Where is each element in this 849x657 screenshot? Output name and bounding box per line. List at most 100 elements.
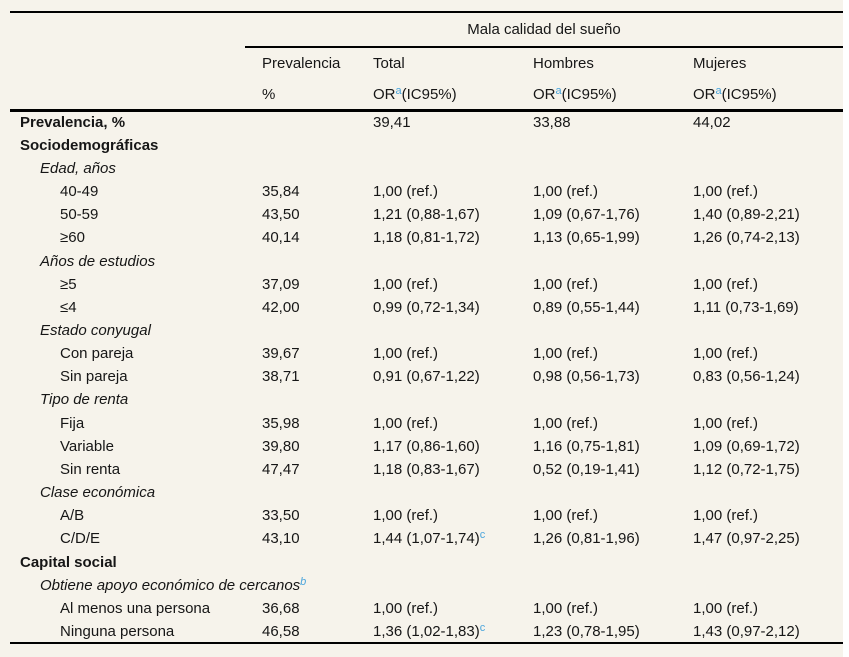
table-row: Prevalencia, % 39,41 33,88 44,02 [10,111,843,134]
cell-text: 1,00 (ref.) [693,599,759,617]
corner-cell-2 [10,79,245,112]
row-label-text: Fija [60,414,85,432]
cell-text: 1,00 (ref.) [533,599,599,617]
table-row: Fija 35,98 1,00 (ref.) 1,00 (ref.) 1,00 (ref… [10,412,843,435]
table-cell: 1,18 (0,83-1,67) [365,458,525,481]
row-label: Capital social [10,550,245,573]
table-row: ≥5 37,09 1,00 (ref.) 1,00 (ref.) 1,00 (ref.) [10,273,843,296]
cell-text: 44,02 [693,114,731,132]
footnote-marker-a: a [555,84,562,97]
cell-text: 0,91 (0,67-1,22) [373,368,480,386]
row-label-text: Capital social [20,553,117,571]
cell-text: 42,00 [262,298,300,316]
table-cell: 1,00 (ref.) [685,597,843,620]
table-cell: 1,00 (ref.) [685,273,843,296]
row-label-text: Ninguna persona [60,622,175,640]
table-cell [365,249,525,272]
table-cell: 1,36 (1,02-1,83)c [365,620,525,643]
row-label: 40-49 [10,180,245,203]
table-cell [365,134,525,157]
footnote-marker-a: a [395,84,402,97]
table-cell: 1,00 (ref.) [365,412,525,435]
row-label: Fija [10,412,245,435]
table-body: Prevalencia, % 39,41 33,88 44,02 Sociodemogr… [10,111,843,644]
table-cell [245,481,365,504]
table-cell: 40,14 [245,226,365,249]
table-cell: 33,88 [525,111,685,134]
cell-text: 1,00 (ref.) [373,599,439,617]
row-label-text: ≥5 [60,275,77,293]
subheader-text: % [262,85,276,103]
cell-text: 39,67 [262,345,300,363]
table-row: A/B 33,50 1,00 (ref.) 1,00 (ref.) 1,00 (ref.… [10,504,843,527]
table-cell: 1,00 (ref.) [525,342,685,365]
table-row: Obtiene apoyo económico de cercanosb [10,574,843,597]
table-cell: 0,98 (0,56-1,73) [525,365,685,388]
table-cell [525,134,685,157]
table-cell [365,574,525,597]
table-cell: 39,80 [245,435,365,458]
column-header-hombres: Hombres [533,55,594,72]
table-cell: 0,83 (0,56-1,24) [685,365,843,388]
cell-text: 38,71 [262,368,300,386]
cell-text: 1,47 (0,97-2,25) [693,530,800,548]
table-cell: 1,00 (ref.) [685,412,843,435]
table-row: Variable 39,80 1,17 (0,86-1,60) 1,16 (0,75-… [10,435,843,458]
table-row: Estado conyugal [10,319,843,342]
table-cell: 1,00 (ref.) [525,597,685,620]
table-cell [245,550,365,573]
cell-text: 43,10 [262,530,300,548]
table-cell [685,481,843,504]
table-cell: 0,89 (0,55-1,44) [525,296,685,319]
table-row: Años de estudios [10,249,843,272]
cell-text: 1,13 (0,65-1,99) [533,229,640,247]
row-label-text: Sin renta [60,460,121,478]
cell-text: 1,21 (0,88-1,67) [373,206,480,224]
table-cell: 1,09 (0,67-1,76) [525,203,685,226]
column-subheader-prevalencia: % [245,79,365,112]
footnote-marker-b: b [300,575,307,588]
column-subheader-hombres: ORa(IC95%) [525,79,685,112]
table-cell [245,157,365,180]
table-cell: 1,00 (ref.) [685,342,843,365]
row-label: A/B [10,504,245,527]
table-cell: 33,50 [245,504,365,527]
cell-text: 1,09 (0,69-1,72) [693,437,800,455]
row-label: Al menos una persona [10,597,245,620]
row-label-text: ≥60 [60,229,85,247]
cell-text: 1,00 (ref.) [533,507,599,525]
footnote-marker-c: c [479,529,486,542]
cell-text: 35,84 [262,183,300,201]
cell-text: 1,00 (ref.) [373,414,439,432]
table-cell: 36,68 [245,597,365,620]
table-cell [685,388,843,411]
table-cell: 1,21 (0,88-1,67) [365,203,525,226]
table-row: Con pareja 39,67 1,00 (ref.) 1,00 (ref.) 1,0… [10,342,843,365]
table-cell: 1,00 (ref.) [685,504,843,527]
table-cell: 1,44 (1,07-1,74)c [365,527,525,550]
table-cell [245,388,365,411]
corner-cell [10,47,245,79]
table-cell: 1,18 (0,81-1,72) [365,226,525,249]
table-row: Ninguna persona 46,58 1,36 (1,02-1,83)c 1,2… [10,620,843,643]
row-label: Años de estudios [10,249,245,272]
table-header: Mala calidad del sueño Prevalencia Total… [10,12,843,112]
spanner-spacer-cell [10,12,245,47]
row-label-text: Variable [60,437,114,455]
row-label-text: Al menos una persona [60,599,211,617]
table-cell [685,574,843,597]
row-label: Estado conyugal [10,319,245,342]
table-cell [525,319,685,342]
row-label-text: Sin pareja [60,368,128,386]
row-label-text: C/D/E [60,530,101,548]
row-label: Edad, años [10,157,245,180]
table-row: 50-59 43,50 1,21 (0,88-1,67) 1,09 (0,67-1,7… [10,203,843,226]
table-cell: 1,47 (0,97-2,25) [685,527,843,550]
row-label: Con pareja [10,342,245,365]
cell-text: 1,26 (0,81-1,96) [533,530,640,548]
cell-text: 36,68 [262,599,300,617]
cell-text: 1,23 (0,78-1,95) [533,622,640,640]
table-cell: 46,58 [245,620,365,643]
cell-text: 1,11 (0,73-1,69) [693,298,799,316]
cell-text: 1,17 (0,86-1,60) [373,437,480,455]
